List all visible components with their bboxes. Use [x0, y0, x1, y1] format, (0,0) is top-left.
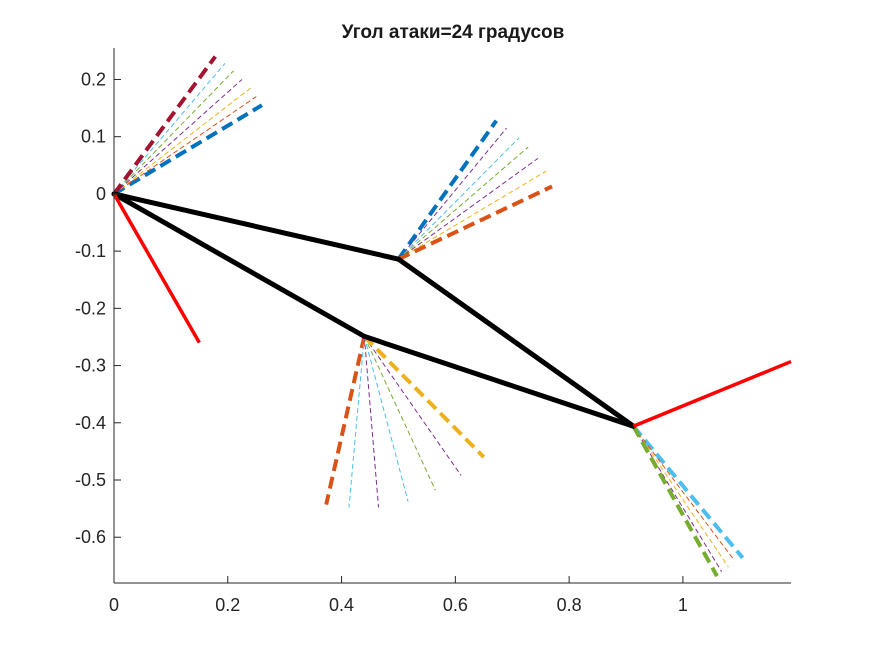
fan-3-ray-2	[632, 425, 729, 568]
fan-0-ray-3	[113, 79, 243, 195]
fan-2-ray-6	[362, 334, 486, 459]
chart-title: Угол атаки=24 градусов	[342, 22, 565, 43]
axes: 0 0.2 0.4 0.6 0.8 1 0.2 0.1 0 -0.1 -0.2 -0.3 -0.4 -0.…	[75, 48, 791, 615]
fan-2-ray-0	[324, 335, 367, 506]
y-tick-label-7: -0.5	[75, 470, 106, 490]
x-tick-label-3: 0.6	[443, 595, 468, 615]
y-tick-label-6: -0.4	[75, 413, 106, 433]
fan-3-ray-0	[631, 424, 745, 560]
y-tick-label-0: 0.2	[81, 69, 106, 89]
fan-1-ray-6	[397, 184, 553, 261]
y-tick-label-3: -0.1	[75, 241, 106, 261]
fan-0-ray-2	[113, 87, 251, 195]
fan-2-ray-3	[363, 336, 409, 502]
y-tick-label-4: -0.2	[75, 298, 106, 318]
normal-line-1	[632, 359, 792, 428]
fan-1-ray-3	[398, 146, 529, 260]
x-tick-label-0: 0	[109, 595, 119, 615]
y-tick-label-8: -0.6	[75, 527, 106, 547]
x-tick-label-5: 1	[678, 595, 688, 615]
frame-line-3	[111, 191, 367, 339]
fan-1-ray-1	[398, 127, 507, 260]
fan-1-ray-0	[396, 119, 498, 261]
y-tick-label-1: 0.1	[81, 127, 106, 147]
fan-0-ray-0	[112, 103, 263, 196]
frame-line-0	[111, 191, 401, 262]
frame-line-2	[361, 333, 636, 429]
x-tick-label-2: 0.4	[329, 595, 354, 615]
x-tick-label-1: 0.2	[215, 595, 240, 615]
fan-1-ray-4	[398, 158, 539, 260]
fan-3-ray-1	[633, 425, 735, 561]
y-tick-label-5: -0.3	[75, 356, 106, 376]
x-tick-label-4: 0.8	[557, 595, 582, 615]
normal-line-0	[112, 193, 201, 344]
fan-0-ray-4	[113, 70, 234, 195]
plot-area	[111, 55, 792, 578]
fan-2-ray-2	[363, 336, 380, 508]
frame-line-1	[395, 256, 636, 429]
fan-1-ray-5	[398, 170, 547, 260]
fan-1-ray-2	[398, 137, 520, 260]
fan-0-ray-1	[113, 96, 257, 195]
fan-0-ray-6	[112, 55, 217, 196]
fan-2-ray-4	[363, 336, 436, 491]
fan-3-ray-4	[631, 425, 719, 578]
y-tick-label-2: 0	[96, 184, 106, 204]
fan-2-ray-1	[348, 336, 365, 508]
fan-2-ray-5	[363, 336, 462, 476]
